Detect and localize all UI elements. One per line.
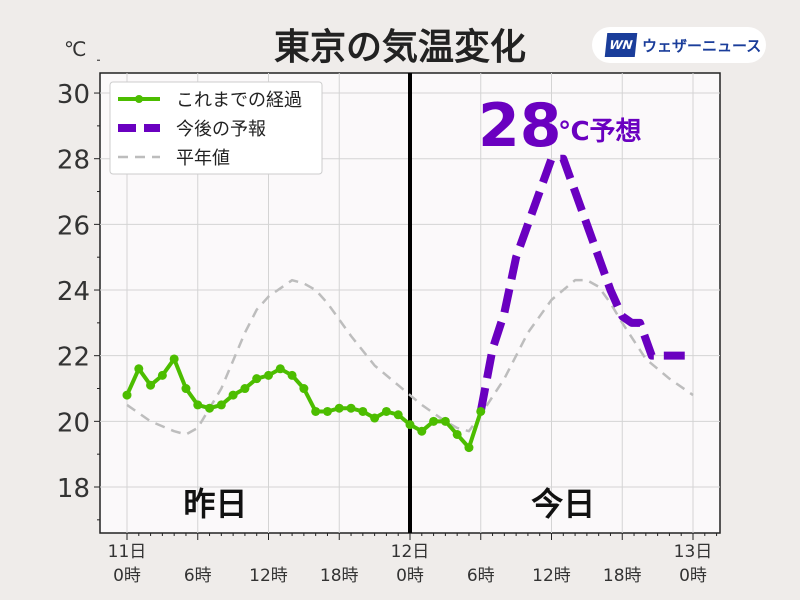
x-tick-label: 0時 [679,566,707,586]
day-label: 昨日 [183,485,247,523]
legend-label: 平年値 [176,148,230,169]
data-point [181,384,191,394]
data-point [122,390,132,400]
data-point [146,380,156,390]
data-point [252,374,262,384]
y-tick-label: 24 [57,277,90,307]
x-tick-label: 6時 [184,566,212,586]
chart-title: 東京の気温変化 [273,27,526,68]
data-point [334,403,344,413]
y-tick-label: 22 [57,343,90,373]
weathernews-logo: WN ウェザーニュース [592,27,766,63]
x-tick-label: 12時 [249,566,288,586]
data-point [476,406,486,416]
data-point [322,406,332,416]
data-point [228,390,238,400]
x-tick-label: 6時 [467,566,495,586]
data-point [157,370,167,380]
legend-label: これまでの経過 [176,90,302,111]
y-unit-label: ℃ [64,37,86,61]
x-tick-label: 0時 [396,566,424,586]
legend-box [109,81,323,175]
x-tick-date: 13日 [674,542,713,562]
data-point [193,400,203,410]
x-tick-label: 12時 [532,566,571,586]
data-point [370,413,380,423]
x-tick-label: 0時 [113,566,141,586]
legend-marker [135,95,143,103]
data-point [299,384,309,394]
y-tick-label: 28 [57,146,90,176]
logo-text: ウェザーニュース [642,37,762,55]
data-point [440,416,450,426]
data-point [169,354,179,364]
data-point [264,370,273,380]
x-tick-date: 12日 [391,542,430,562]
data-point [405,420,415,430]
forecast-annotation-big: 28 [478,91,562,161]
data-point [346,403,356,413]
x-tick-date: 11日 [108,542,147,562]
data-point [429,416,439,426]
series-line-2 [126,278,694,436]
legend-label: 今後の予報 [176,119,266,140]
y-tick-label: 18 [57,474,90,504]
data-point [464,443,474,453]
data-point [216,400,226,410]
y-tick-label: 20 [57,408,90,438]
x-tick-label: 18時 [603,566,642,586]
data-point [240,384,250,394]
series-line-1 [476,154,685,413]
data-point [275,364,285,374]
forecast-annotation-unit: ℃予想 [558,117,642,147]
data-point [417,426,427,436]
x-tick-label: 18時 [320,566,359,586]
day-label: 今日 [531,485,595,523]
data-point [205,403,215,413]
data-point [311,406,321,416]
data-point [358,406,368,416]
y-tick-label: 26 [57,211,90,241]
data-point [287,370,297,380]
y-tick-label: 30 [57,80,90,110]
data-point [381,406,391,416]
data-point [452,429,462,439]
data-point [134,364,144,374]
data-point [393,410,403,420]
